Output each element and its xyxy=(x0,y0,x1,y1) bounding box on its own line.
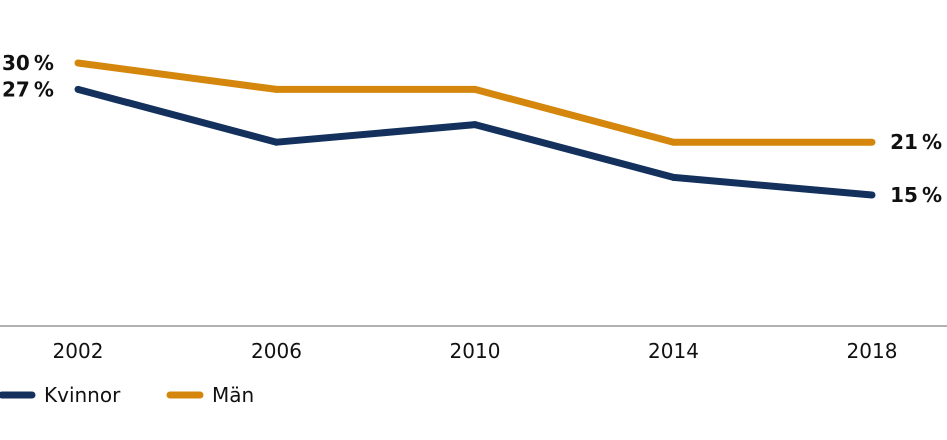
data-point-män-2010 xyxy=(471,85,479,93)
data-point-kvinnor-2010 xyxy=(471,121,479,129)
data-label-kvinnor-2002: 27 % xyxy=(2,77,54,101)
x-tick-label-2006: 2006 xyxy=(251,339,302,363)
legend-label-män: Män xyxy=(212,383,254,407)
data-labels: 30 %27 % 21 % 15 % xyxy=(2,51,942,207)
data-point-män-2018 xyxy=(868,138,876,146)
data-label-män-2018: 21 % xyxy=(890,130,942,154)
x-tick-label-2014: 2014 xyxy=(648,339,699,363)
data-point-män-2006 xyxy=(273,85,280,93)
x-tick-label-2018: 2018 xyxy=(847,339,898,363)
series-lines xyxy=(74,59,876,199)
data-label-kvinnor-2018: 15 % xyxy=(890,183,942,207)
data-point-män-2002 xyxy=(74,59,82,67)
x-tick-label-2010: 2010 xyxy=(450,339,501,363)
data-point-kvinnor-2018 xyxy=(868,191,876,199)
legend-label-kvinnor: Kvinnor xyxy=(44,383,121,407)
data-point-män-2014 xyxy=(670,138,677,146)
x-tick-label-2002: 2002 xyxy=(53,339,104,363)
legend: Kvinnor Män xyxy=(0,383,254,407)
series-line-män xyxy=(77,59,872,146)
data-point-kvinnor-2002 xyxy=(74,85,82,93)
data-point-kvinnor-2006 xyxy=(273,138,280,146)
data-label-män-2002: 30 % xyxy=(2,51,54,75)
x-axis-tick-labels: 2002 2006 2010 2014 2018 xyxy=(53,339,898,363)
data-point-kvinnor-2014 xyxy=(670,173,677,181)
